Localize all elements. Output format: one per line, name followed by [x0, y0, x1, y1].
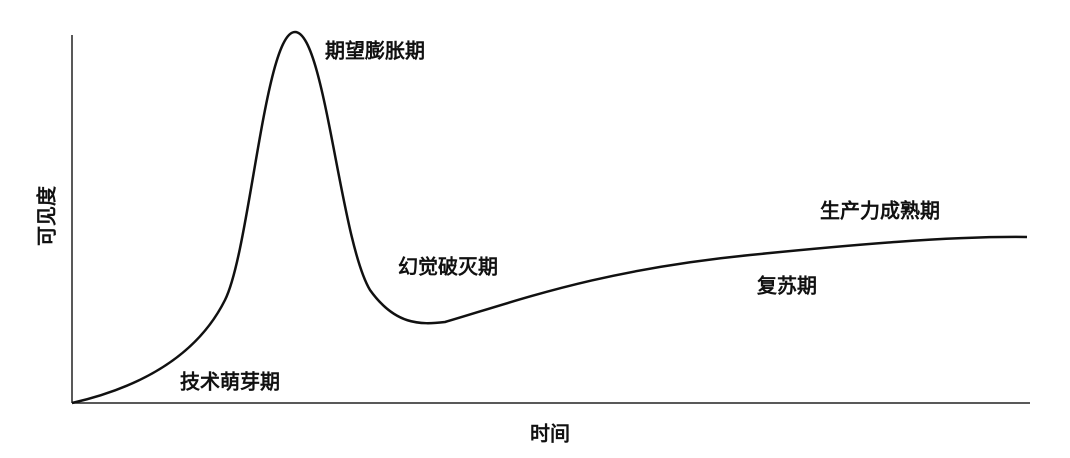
- hype-curve: [71, 30, 1028, 405]
- phase-label: 生产力成熟期: [820, 199, 940, 223]
- x-axis-label: 时间: [530, 422, 570, 446]
- y-axis-label: 可见度: [35, 185, 59, 246]
- phase-label: 复苏期: [756, 274, 817, 298]
- phase-label: 技术萌芽期: [180, 370, 280, 394]
- phase-label: 期望膨胀期: [325, 39, 425, 63]
- phase-label: 幻觉破灭期: [398, 255, 498, 279]
